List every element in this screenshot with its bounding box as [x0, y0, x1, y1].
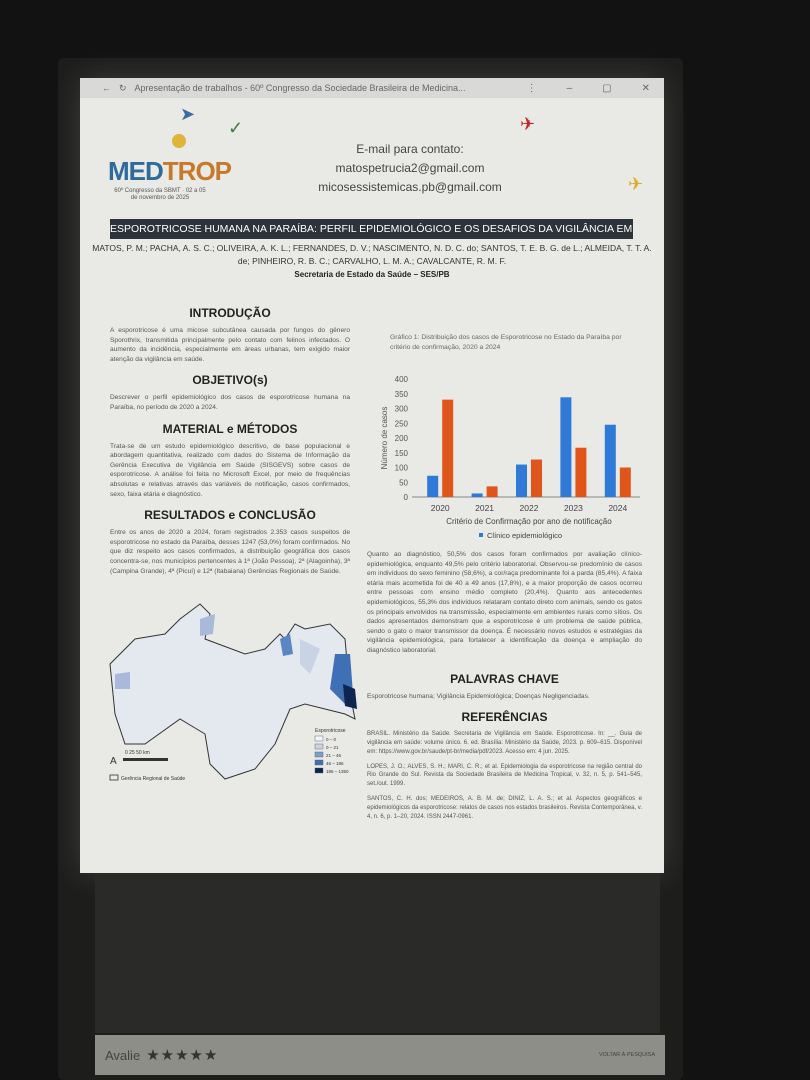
- x-tick-label: 2024: [608, 503, 627, 513]
- bar-chart: 0 50 100 150 200 250 300 350 400 2020 2021 2022 2023…: [380, 375, 640, 540]
- x-tick-label: 2022: [520, 503, 539, 513]
- x-axis-label: Critério de Confirmação por ano de notif…: [446, 517, 612, 526]
- y-tick-label: 200: [395, 434, 409, 443]
- email-1: matospetrucia2@gmail.com: [335, 161, 485, 175]
- legend-swatch: [314, 735, 324, 742]
- discussion-text: Quanto ao diagnóstico, 50,5% dos casos f…: [367, 551, 642, 654]
- map-region: [200, 614, 215, 637]
- legend-swatch: [314, 743, 324, 750]
- reference-3: SANTOS, C. H. dos; MEDEIROS, A. B. M. de…: [367, 795, 642, 820]
- poster-screen: ← ↻ Apresentação de trabalhos - 60º Cong…: [80, 78, 664, 873]
- menu-icon[interactable]: ⋮: [526, 82, 537, 94]
- scale-label: 0 25 50 km: [125, 750, 150, 756]
- bar-2022-clinico: [516, 464, 527, 497]
- star-rating[interactable]: ★★★★★: [146, 1047, 219, 1064]
- legend-label: Clínico epidemiológico: [487, 531, 562, 540]
- region-label: Gerência Regional de Saúde: [121, 776, 185, 782]
- bar-2023-clinico: [560, 397, 572, 497]
- logo-subtitle: 60º Congresso da SBMT · 02 a 05 de novem…: [114, 188, 206, 201]
- y-tick-label: 300: [395, 405, 409, 414]
- legend-label: 186 – 1350: [326, 769, 349, 774]
- bird-icon: ✈: [628, 174, 644, 194]
- browser-bar: ← ↻ Apresentação de trabalhos - 60º Cong…: [80, 78, 664, 98]
- bird-icon: ✈: [520, 114, 536, 134]
- minimize-icon[interactable]: –: [566, 82, 573, 94]
- results-text: Entre os anos de 2020 a 2024, foram regi…: [110, 529, 350, 575]
- reference-1: BRASIL. Ministério da Saúde. Secretaria …: [367, 731, 642, 755]
- legend-label: 21 – 46: [326, 753, 342, 758]
- right-column: Gráfico 1: Distribuição dos casos de Esp…: [367, 333, 642, 827]
- bar-2023-laboratorial: [575, 447, 587, 497]
- medtrop-logo: MEDTROP 60º Congresso da SBMT · 02 a 05 …: [108, 134, 232, 216]
- objective-text: Descrever o perfil epidemiológico dos ca…: [110, 394, 350, 411]
- legend-swatch: [314, 759, 324, 766]
- map-legend: Esporotricose 0 – 0 0 – 21 21 – 46 46 – 186…: [314, 728, 349, 774]
- y-tick-label: 400: [395, 375, 409, 384]
- y-tick-label: 0: [404, 493, 409, 502]
- keywords-heading: PALAVRAS CHAVE: [450, 671, 559, 686]
- methods-text: Trata-se de um estudo epidemiológico des…: [110, 442, 350, 498]
- back-to-search-link[interactable]: VOLTAR À PESQUISA: [598, 1052, 655, 1058]
- y-tick-label: 250: [395, 419, 409, 428]
- legend-title: Esporotricose: [315, 728, 346, 734]
- map-region: [115, 672, 130, 690]
- legend-label: 0 – 21: [326, 745, 339, 750]
- bar-2020-laboratorial: [442, 399, 454, 497]
- objective-heading: OBJETIVO(s): [192, 373, 268, 388]
- region-swatch: [109, 774, 119, 781]
- results-heading: RESULTADOS e CONCLUSÃO: [144, 508, 316, 523]
- bird-icon: ✓: [228, 118, 244, 138]
- map-region: [280, 634, 293, 657]
- bird-icon: ➤: [180, 104, 196, 124]
- x-tick-label: 2023: [564, 503, 583, 513]
- x-tick-label: 2020: [431, 503, 450, 513]
- footer-bar: Avalie ★★★★★ VOLTAR À PESQUISA: [95, 1035, 665, 1075]
- legend-swatch: [314, 751, 324, 758]
- sun-icon: [172, 134, 186, 148]
- bar-2024-laboratorial: [619, 467, 631, 497]
- screen-lower-area: [95, 873, 660, 1033]
- rate-label: Avalie: [105, 1047, 141, 1063]
- intro-text: A esporotricose é uma micose subcutânea …: [110, 327, 350, 363]
- poster-title: ESPOROTRICOSE HUMANA NA PARAÍBA: PERFIL …: [110, 219, 633, 239]
- email-2: micosessistemicas.pb@gmail.com: [318, 180, 502, 194]
- legend-swatch: [314, 767, 324, 774]
- authors: MATOS, P. M.; PACHA, A. S. C.; OLIVEIRA,…: [92, 243, 652, 266]
- keywords-text: Esporotricose humana; Vigilância Epidemi…: [367, 692, 590, 700]
- legend-label: 0 – 0: [326, 737, 337, 742]
- contact-block: E-mail para contato: matospetrucia2@gmai…: [280, 140, 540, 197]
- contact-label: E-mail para contato:: [356, 142, 464, 156]
- paraiba-map: Esporotricose 0 – 0 0 – 21 21 – 46 46 – 186…: [109, 603, 357, 782]
- scale-bar: [123, 758, 168, 762]
- intro-heading: INTRODUÇÃO: [189, 306, 271, 320]
- reference-2: LOPES, J. O.; ALVES, S. H.; MARI, C. R.;…: [367, 763, 642, 788]
- x-tick-label: 2021: [475, 503, 494, 513]
- chart-caption: Gráfico 1: Distribuição dos casos de Esp…: [390, 334, 622, 351]
- bar-2020-clinico: [427, 475, 439, 497]
- y-tick-label: 100: [395, 464, 409, 473]
- bar-2021-laboratorial: [486, 486, 498, 497]
- legend-label: 46 – 186: [326, 761, 344, 766]
- bar-2021-clinico: [471, 493, 483, 497]
- byline: MATOS, P. M.; PACHA, A. S. C.; OLIVEIRA,…: [92, 242, 652, 280]
- methods-heading: MATERIAL e MÉTODOS: [162, 421, 298, 436]
- browser-title: Apresentação de trabalhos - 60º Congress…: [134, 83, 466, 93]
- y-tick-label: 350: [395, 390, 409, 399]
- map-region: [300, 639, 320, 675]
- north-arrow-icon: A: [110, 756, 117, 767]
- y-tick-label: 150: [395, 449, 409, 458]
- references-heading: REFERÊNCIAS: [461, 710, 548, 725]
- close-icon[interactable]: ✕: [641, 82, 650, 94]
- legend-swatch: [479, 533, 483, 537]
- y-tick-label: 50: [399, 478, 408, 487]
- reload-icon[interactable]: ↻: [119, 82, 127, 93]
- bar-2022-laboratorial: [531, 459, 542, 497]
- back-icon[interactable]: ←: [102, 83, 111, 93]
- map-region: [343, 684, 357, 710]
- left-column: INTRODUÇÃO A esporotricose é uma micose …: [109, 297, 357, 789]
- restore-icon[interactable]: ▢: [602, 82, 612, 94]
- y-axis-label: Número de casos: [380, 407, 389, 470]
- affiliation: Secretaria de Estado da Saúde – SES/PB: [294, 270, 450, 279]
- bar-2024-clinico: [604, 424, 616, 497]
